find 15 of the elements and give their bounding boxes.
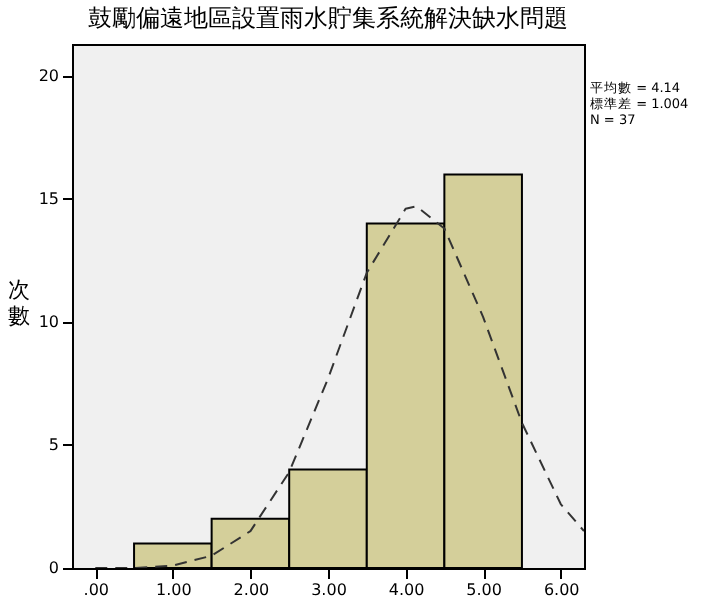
y-tick-label: 10: [38, 312, 59, 331]
y-tick-label: 0: [48, 559, 59, 577]
x-tick-label: 4.00: [388, 581, 425, 599]
y-tick-label: 20: [38, 66, 59, 85]
x-tick-label: 5.00: [466, 581, 502, 599]
x-tick-label: .00: [83, 581, 110, 599]
y-axis-title: 次數: [8, 277, 30, 329]
x-tick-label: 6.00: [543, 581, 580, 599]
x-tick-label: 2.00: [233, 581, 270, 599]
y-tick-label: 15: [38, 189, 59, 208]
x-tick-label: 3.00: [311, 581, 347, 599]
x-tick-label: 1.00: [156, 581, 192, 599]
chart-title: 鼓勵偏遠地區設置雨水貯集系統解決缺水問題: [88, 4, 568, 32]
line-series: [94, 205, 584, 568]
y-tick-label: 5: [48, 436, 59, 454]
